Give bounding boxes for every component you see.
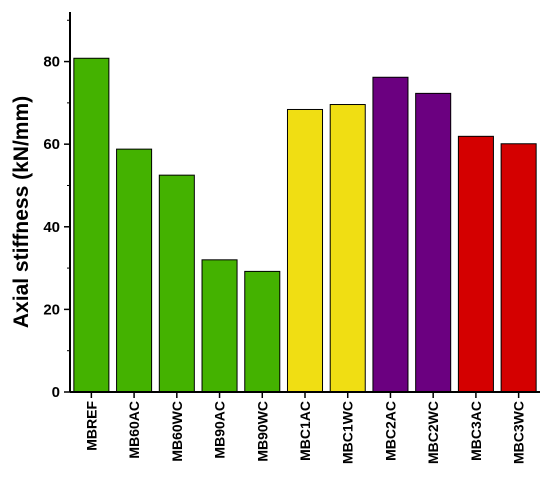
bar-mb90wc [244, 270, 281, 393]
x-tick-label: MBC3AC [468, 401, 484, 461]
y-tick-label: 80 [43, 54, 60, 71]
y-tick-label: 20 [43, 301, 60, 318]
x-tick-label: MBC1AC [297, 401, 313, 461]
bar-mbc1ac [286, 108, 324, 393]
x-tick-label: MB90WC [254, 401, 270, 462]
bar-mbc2ac [372, 76, 409, 393]
y-tick-label: 40 [43, 219, 60, 236]
x-labels-group: MBREF MB60AC MB60WC MB90AC MB90WC MBC1AC MBC1W… [83, 392, 527, 464]
x-tick-label: MBC3WC [511, 401, 527, 464]
y-tick-label: 0 [52, 384, 60, 401]
x-tick-label: MBC1WC [340, 401, 356, 464]
x-tick-label: MB60AC [126, 401, 142, 459]
y-ticks-group: 0 20 40 60 80 [43, 19, 70, 401]
y-tick-label: 60 [43, 136, 60, 153]
bar-mbc1wc [329, 104, 366, 393]
bar-mb60ac [116, 148, 153, 393]
x-tick-label: MB60WC [169, 401, 185, 462]
bar-mb60wc [158, 174, 195, 393]
y-axis-title: Axial stiffness (kN/mm) [10, 96, 33, 328]
bar-mb90ac [201, 259, 238, 393]
x-tick-label: MBC2AC [382, 401, 398, 461]
x-tick-label: MBC2WC [425, 401, 441, 464]
x-tick-label: MB90AC [212, 401, 228, 459]
bar-mbref [73, 57, 110, 393]
bar-mbc2wc [415, 92, 452, 393]
bar-mbc3wc [500, 143, 537, 393]
bar-mbc3ac [457, 135, 494, 393]
x-tick-label: MBREF [83, 401, 99, 451]
bars-group [73, 57, 537, 393]
